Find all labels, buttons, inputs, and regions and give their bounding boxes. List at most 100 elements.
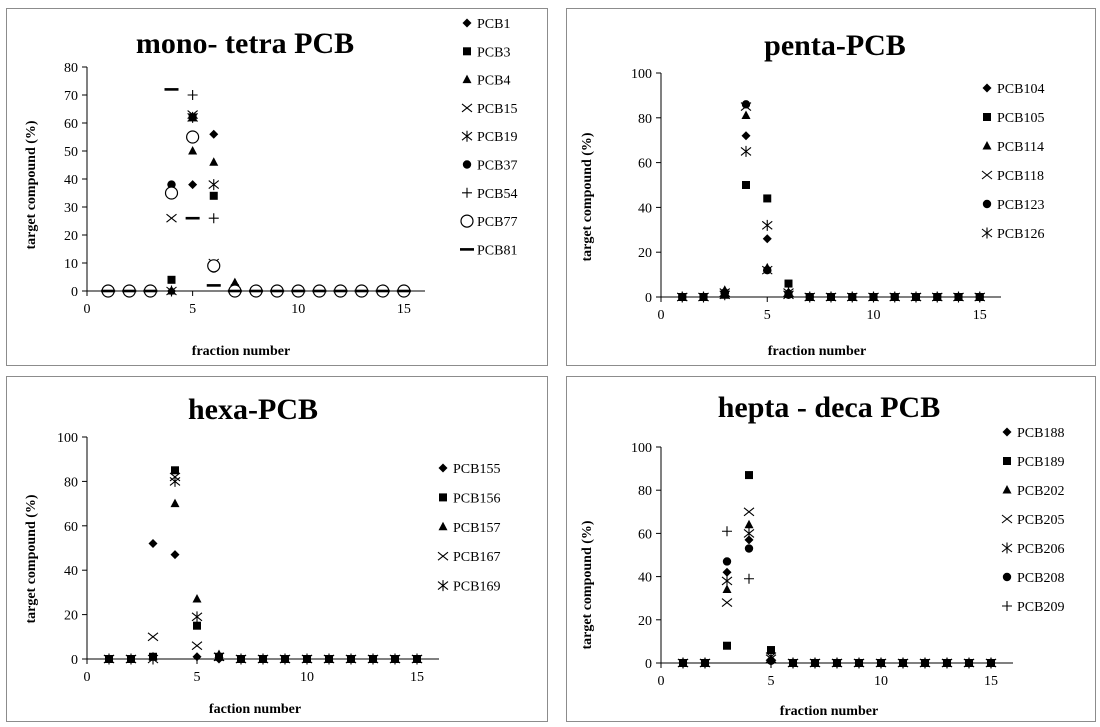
legend-marker-pcb206: [1002, 543, 1012, 554]
data-point-pcb4: [188, 146, 197, 155]
data-point-pcb202: [745, 520, 754, 529]
y-axis-label: target compound (%): [24, 494, 39, 623]
y-tick-label: 60: [64, 117, 78, 132]
chart-mono-tetra: mono- tetra PCB fraction number target c…: [7, 9, 547, 365]
legend-label: PCB105: [997, 111, 1044, 126]
data-point-pcb157: [193, 594, 202, 603]
data-point-pcb77: [208, 260, 220, 272]
chart-hepta-deca: hepta - deca PCB fraction number target …: [567, 377, 1095, 721]
data-point-pcb209: [744, 574, 754, 584]
legend-marker-pcb4: [463, 75, 472, 84]
y-tick-label: 60: [64, 520, 78, 535]
legend-label: PCB118: [997, 169, 1044, 184]
legend-label: PCB123: [997, 198, 1044, 213]
data-point-pcb54: [209, 213, 219, 223]
y-tick-label: 40: [638, 571, 652, 586]
data-point-pcb205: [722, 599, 732, 607]
legend-marker-pcb1: [463, 19, 472, 28]
legend-marker-pcb37: [463, 160, 471, 168]
data-point-pcb208: [723, 557, 731, 565]
legend-label: PCB157: [453, 521, 500, 536]
legend-marker-pcb189: [1003, 457, 1011, 465]
legend-marker-pcb15: [462, 104, 472, 112]
legend-marker-pcb118: [982, 171, 992, 179]
data-point-pcb123: [742, 100, 750, 108]
chart-panel-penta: penta-PCB fraction number target compoun…: [566, 8, 1096, 366]
y-tick-label: 0: [71, 285, 78, 300]
data-point-pcb167: [148, 633, 158, 641]
y-tick-label: 60: [638, 527, 652, 542]
y-tick-label: 20: [64, 609, 78, 624]
data-point-pcb126: [741, 146, 751, 157]
legend-label: PCB189: [1017, 455, 1064, 470]
legend-label: PCB167: [453, 550, 500, 565]
y-tick-label: 80: [64, 475, 78, 490]
x-tick-label: 5: [194, 670, 201, 685]
chart-title: hexa-PCB: [188, 393, 318, 426]
data-point-pcb189: [723, 642, 731, 650]
legend-marker-pcb3: [463, 47, 471, 55]
data-point-pcb3: [168, 276, 176, 284]
legend-label: PCB37: [477, 159, 517, 174]
x-axis-label: faction number: [209, 702, 301, 717]
chart-panel-mono-tetra: mono- tetra PCB fraction number target c…: [6, 8, 548, 366]
legend-marker-pcb202: [1003, 485, 1012, 494]
data-point-pcb81: [312, 290, 326, 293]
chart-title: mono- tetra PCB: [136, 27, 354, 60]
data-point-pcb104: [763, 234, 772, 243]
data-point-pcb77: [187, 131, 199, 143]
y-tick-label: 20: [638, 614, 652, 629]
y-tick-label: 0: [645, 657, 652, 672]
data-point-pcb189: [767, 646, 775, 654]
legend-marker-pcb81: [460, 248, 474, 251]
y-tick-label: 100: [57, 431, 78, 446]
x-tick-label: 15: [397, 302, 411, 317]
x-axis-label: fraction number: [780, 704, 878, 719]
data-point-pcb81: [376, 290, 390, 293]
x-tick-label: 0: [658, 308, 665, 323]
data-point-pcb81: [291, 290, 305, 293]
data-point-pcb209: [722, 526, 732, 536]
legend-label: PCB114: [997, 140, 1044, 155]
data-point-pcb81: [228, 290, 242, 293]
data-point-pcb81: [122, 290, 136, 293]
legend-label: PCB155: [453, 462, 500, 477]
legend-marker-pcb123: [983, 200, 991, 208]
x-tick-label: 15: [410, 670, 424, 685]
x-tick-label: 5: [764, 308, 771, 323]
legend-marker-pcb209: [1002, 601, 1012, 611]
x-tick-label: 5: [189, 302, 196, 317]
y-axis-label: target compound (%): [580, 132, 595, 261]
data-point-pcb77: [166, 187, 178, 199]
data-point-pcb81: [397, 290, 411, 293]
legend-label: PCB202: [1017, 484, 1064, 499]
legend-label: PCB81: [477, 243, 517, 258]
data-point-pcb123: [763, 266, 771, 274]
x-tick-label: 0: [84, 302, 91, 317]
x-tick-label: 15: [984, 674, 998, 689]
chart-panel-hepta-deca: hepta - deca PCB fraction number target …: [566, 376, 1096, 722]
legend-label: PCB104: [997, 82, 1044, 97]
data-point-pcb156: [193, 622, 201, 630]
chart-hexa: hexa-PCB faction number target compound …: [7, 377, 547, 721]
legend-marker-pcb105: [983, 113, 991, 121]
legend-marker-pcb188: [1003, 428, 1012, 437]
x-tick-label: 10: [867, 308, 881, 323]
x-axis-label: fraction number: [768, 344, 866, 359]
data-point-pcb169: [192, 611, 202, 622]
legend-marker-pcb126: [982, 228, 992, 239]
data-point-pcb81: [249, 290, 263, 293]
data-point-pcb206: [722, 575, 732, 586]
y-tick-label: 100: [631, 441, 652, 456]
x-tick-label: 5: [768, 674, 775, 689]
legend-label: PCB205: [1017, 513, 1064, 528]
legend-marker-pcb155: [439, 464, 448, 473]
data-point-pcb4: [209, 157, 218, 166]
y-tick-label: 80: [638, 484, 652, 499]
y-tick-label: 40: [64, 173, 78, 188]
x-tick-label: 10: [291, 302, 305, 317]
data-point-pcb167: [192, 642, 202, 650]
data-point-pcb1: [209, 130, 218, 139]
x-tick-label: 0: [84, 670, 91, 685]
chart-title: hepta - deca PCB: [718, 391, 940, 424]
